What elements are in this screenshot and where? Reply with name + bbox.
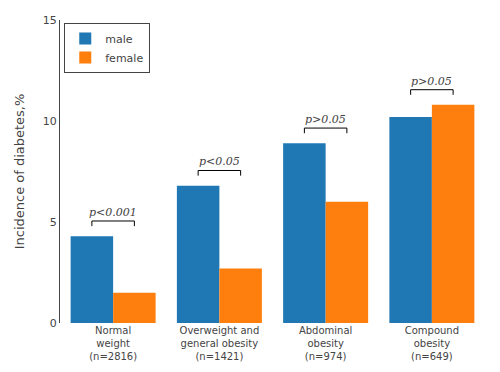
svg-text:Incidence of diabetes,%: Incidence of diabetes,% bbox=[12, 94, 27, 250]
svg-text:5: 5 bbox=[50, 216, 57, 229]
svg-text:Compoundobesity(n=649): Compoundobesity(n=649) bbox=[405, 325, 459, 362]
svg-text:0: 0 bbox=[50, 317, 57, 330]
svg-text:p<0.05: p<0.05 bbox=[199, 155, 240, 168]
svg-text:15: 15 bbox=[43, 14, 57, 27]
svg-text:female: female bbox=[105, 52, 143, 65]
svg-text:p>0.05: p>0.05 bbox=[305, 113, 346, 126]
svg-text:Overweight andgeneral obesity(: Overweight andgeneral obesity(n=1421) bbox=[179, 325, 259, 362]
svg-text:p>0.05: p>0.05 bbox=[411, 75, 452, 88]
svg-text:p<0.001: p<0.001 bbox=[89, 206, 137, 219]
svg-text:10: 10 bbox=[43, 115, 57, 128]
svg-text:male: male bbox=[105, 33, 133, 46]
svg-text:Normalweight(n=2816): Normalweight(n=2816) bbox=[89, 325, 137, 362]
svg-text:Abdominalobesity(n=974): Abdominalobesity(n=974) bbox=[299, 325, 352, 362]
